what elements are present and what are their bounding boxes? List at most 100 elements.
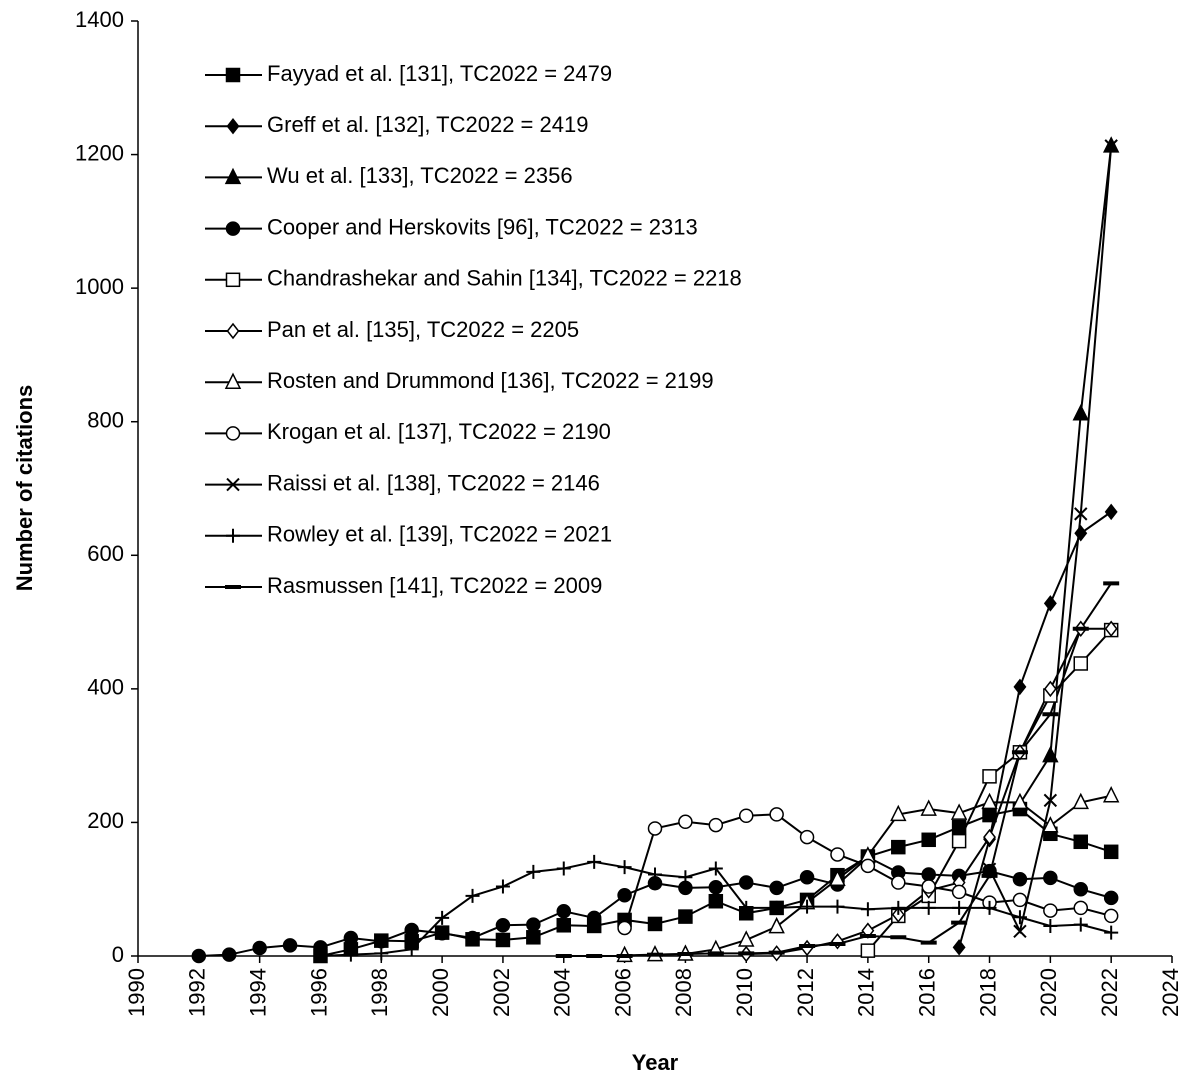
legend-label: Raissi et al. [138], TC2022 = 2146: [267, 470, 600, 495]
marker: [981, 792, 998, 810]
marker: [890, 804, 907, 822]
marker: [1012, 892, 1028, 908]
marker: [1104, 620, 1118, 637]
marker: [1042, 745, 1059, 763]
legend-marker: [225, 272, 241, 288]
marker: [678, 870, 693, 885]
marker: [829, 869, 846, 886]
marker: [1043, 793, 1058, 808]
marker: [982, 807, 997, 823]
y-tick-label: 800: [87, 408, 124, 433]
marker: [617, 887, 632, 903]
marker: [708, 817, 724, 833]
marker: [1104, 925, 1119, 940]
series-line: [958, 511, 1112, 948]
marker: [921, 879, 936, 894]
marker: [950, 803, 968, 820]
marker: [1102, 786, 1120, 803]
marker: [1074, 525, 1088, 542]
y-tick-label: 200: [87, 808, 124, 833]
legend-label: Pan et al. [135], TC2022 = 2205: [267, 317, 579, 342]
marker: [1074, 507, 1088, 521]
marker: [891, 839, 906, 855]
marker: [526, 930, 541, 945]
marker: [921, 867, 936, 882]
marker: [1104, 503, 1118, 521]
marker: [556, 861, 571, 876]
legend-label: Fayyad et al. [131], TC2022 = 2479: [267, 61, 612, 86]
marker: [556, 918, 572, 933]
marker: [739, 900, 754, 915]
marker: [1013, 678, 1027, 696]
marker: [586, 910, 602, 926]
legend-marker: [226, 117, 240, 135]
marker: [738, 930, 755, 947]
marker: [982, 862, 997, 876]
marker: [1103, 890, 1119, 906]
marker: [343, 930, 359, 946]
marker: [648, 867, 662, 882]
x-tick-label: 2024: [1158, 968, 1183, 1017]
marker: [313, 949, 328, 963]
legend-label: Chandrashekar and Sahin [134], TC2022 = …: [267, 266, 742, 291]
marker: [860, 943, 876, 958]
legend-label: Rowley et al. [139], TC2022 = 2021: [267, 522, 612, 547]
marker: [495, 918, 511, 933]
marker: [1073, 656, 1089, 671]
marker: [1013, 924, 1027, 938]
marker: [587, 854, 602, 869]
legend-marker: [226, 528, 240, 543]
marker: [952, 939, 966, 956]
marker: [465, 930, 480, 946]
x-tick-label: 2006: [610, 968, 635, 1017]
x-tick-label: 2008: [671, 968, 696, 1017]
series-line: [1019, 145, 1113, 805]
marker: [1072, 792, 1089, 810]
marker: [708, 893, 724, 909]
x-tick-label: 2022: [1097, 968, 1122, 1017]
marker: [404, 942, 419, 957]
marker: [983, 828, 996, 846]
marker: [769, 807, 784, 822]
x-tick-label: 2004: [550, 968, 575, 1017]
marker: [1011, 792, 1029, 810]
legend-label: Wu et al. [133], TC2022 = 2356: [267, 163, 573, 188]
legend-marker: [224, 372, 242, 389]
legend-marker: [226, 322, 240, 340]
marker: [920, 799, 937, 816]
marker: [191, 948, 207, 964]
x-tick-label: 1990: [124, 968, 149, 1017]
marker: [708, 879, 724, 895]
marker: [434, 926, 450, 941]
x-tick-label: 1992: [185, 968, 210, 1017]
marker: [374, 946, 389, 961]
marker: [860, 902, 875, 917]
marker: [678, 909, 693, 924]
marker: [951, 819, 967, 835]
marker: [768, 916, 785, 934]
marker: [1072, 404, 1089, 421]
marker: [495, 932, 511, 948]
x-tick-label: 1996: [306, 968, 331, 1017]
y-tick-label: 0: [112, 942, 124, 967]
marker: [921, 832, 936, 848]
marker: [1043, 918, 1058, 933]
legend-marker: [225, 426, 241, 441]
marker: [982, 769, 997, 784]
x-tick-label: 2012: [793, 968, 818, 1017]
y-tick-label: 1000: [75, 274, 124, 299]
marker: [1042, 816, 1059, 833]
marker: [678, 814, 693, 830]
x-tick-label: 2016: [915, 968, 940, 1017]
marker: [526, 917, 541, 932]
marker: [921, 900, 936, 915]
marker: [1073, 834, 1089, 850]
x-tick-label: 2000: [428, 968, 453, 1017]
marker: [252, 940, 267, 956]
marker: [1103, 844, 1119, 860]
marker: [1103, 908, 1119, 924]
marker: [891, 875, 906, 890]
marker: [374, 934, 389, 949]
x-axis-title: Year: [632, 1050, 679, 1075]
